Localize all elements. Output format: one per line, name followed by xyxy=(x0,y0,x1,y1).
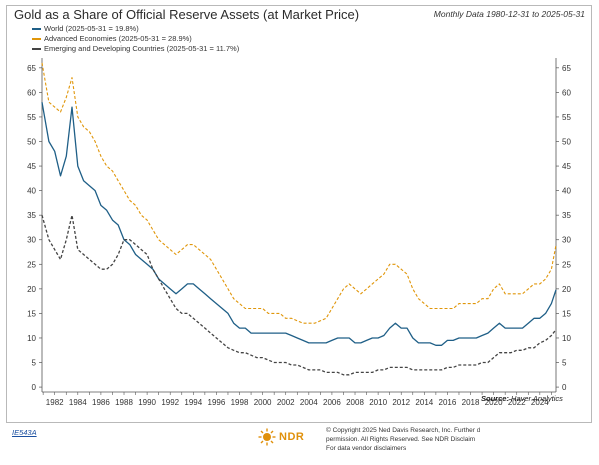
y-tick-label-left: 60 xyxy=(27,88,36,97)
x-tick-label: 2004 xyxy=(300,398,318,407)
legend-item-advanced: Advanced Economies (2025-05-31 = 28.9%) xyxy=(32,34,239,44)
y-tick-label-right: 55 xyxy=(562,113,571,122)
y-tick-label-right: 30 xyxy=(562,236,571,245)
y-tick-label-right: 35 xyxy=(562,211,571,220)
footer-line-3: For data vendor disclaimers xyxy=(326,445,407,452)
chart-frame xyxy=(6,5,592,423)
series-line-emerging xyxy=(41,214,557,376)
y-tick-label-right: 5 xyxy=(562,359,567,368)
x-tick-label: 1988 xyxy=(115,398,133,407)
ndr-logo: NDR xyxy=(258,428,304,446)
y-tick-label-right: 45 xyxy=(562,162,571,171)
y-tick-label-right: 65 xyxy=(562,64,571,73)
y-tick-label-left: 0 xyxy=(32,383,37,392)
y-tick-label-left: 10 xyxy=(27,334,36,343)
legend-item-emerging: Emerging and Developing Countries (2025-… xyxy=(32,44,239,54)
x-tick-label: 1998 xyxy=(231,398,249,407)
y-tick-label-right: 0 xyxy=(562,383,567,392)
y-tick-label-right: 15 xyxy=(562,309,571,318)
legend-label-emerging: Emerging and Developing Countries (2025-… xyxy=(44,44,240,53)
y-tick-label-left: 30 xyxy=(27,236,36,245)
source-prefix: Source: xyxy=(481,394,509,403)
x-tick-label: 1994 xyxy=(184,398,202,407)
legend-label-advanced: Advanced Economies (2025-05-31 = 28.9%) xyxy=(44,34,192,43)
x-tick-label: 1982 xyxy=(46,398,64,407)
y-tick-label-right: 25 xyxy=(562,260,571,269)
legend-swatch-emerging xyxy=(32,48,41,50)
footer-fade-overlay xyxy=(470,424,599,460)
chart-legend: World (2025-05-31 = 19.8%) Advanced Econ… xyxy=(32,24,239,54)
y-tick-label-right: 60 xyxy=(562,88,571,97)
y-tick-label-left: 25 xyxy=(27,260,36,269)
y-tick-label-left: 55 xyxy=(27,113,36,122)
legend-item-world: World (2025-05-31 = 19.8%) xyxy=(32,24,239,34)
x-tick-label: 1986 xyxy=(92,398,110,407)
footer-line-1: © Copyright 2025 Ned Davis Research, Inc… xyxy=(326,427,481,434)
x-tick-label: 2012 xyxy=(392,398,410,407)
y-tick-label-left: 40 xyxy=(27,187,36,196)
series-line-advanced xyxy=(41,62,557,324)
y-tick-label-left: 20 xyxy=(27,285,36,294)
y-tick-label-left: 45 xyxy=(27,162,36,171)
y-tick-label-right: 50 xyxy=(562,138,571,147)
x-tick-label: 2000 xyxy=(254,398,272,407)
chart-code-link[interactable]: IE543A xyxy=(12,428,37,437)
x-tick-label: 2002 xyxy=(277,398,295,407)
series-line-world xyxy=(41,102,557,346)
x-tick-label: 2014 xyxy=(415,398,433,407)
y-tick-label-right: 20 xyxy=(562,285,571,294)
x-tick-label: 2008 xyxy=(346,398,364,407)
x-tick-label: 2018 xyxy=(462,398,480,407)
ndr-logo-text: NDR xyxy=(279,431,305,443)
x-tick-label: 1996 xyxy=(208,398,226,407)
y-tick-label-left: 50 xyxy=(27,138,36,147)
chart-series xyxy=(41,62,557,376)
chart-source: Source: Haver Analytics xyxy=(481,394,563,403)
chart-title: Gold as a Share of Official Reserve Asse… xyxy=(14,7,360,22)
x-tick-label: 2006 xyxy=(323,398,341,407)
x-tick-label: 2022 xyxy=(508,398,526,407)
y-tick-label-right: 40 xyxy=(562,187,571,196)
y-tick-label-right: 10 xyxy=(562,334,571,343)
footer-copyright: © Copyright 2025 Ned Davis Research, Inc… xyxy=(326,426,566,453)
y-tick-label-left: 15 xyxy=(27,309,36,318)
chart-subtitle: Monthly Data 1980-12-31 to 2025-05-31 xyxy=(433,9,585,19)
x-tick-label: 2020 xyxy=(485,398,503,407)
x-tick-label: 1990 xyxy=(138,398,156,407)
legend-swatch-world xyxy=(32,28,41,30)
source-name: Haver Analytics xyxy=(511,394,563,403)
footer-line-2: permission. All Rights Reserved. See NDR… xyxy=(326,436,476,443)
x-tick-label: 2016 xyxy=(439,398,457,407)
y-tick-label-left: 35 xyxy=(27,211,36,220)
x-tick-label: 2024 xyxy=(531,398,549,407)
y-tick-label-left: 5 xyxy=(32,359,37,368)
x-tick-label: 1992 xyxy=(161,398,179,407)
x-tick-label: 2010 xyxy=(369,398,387,407)
y-tick-label-left: 65 xyxy=(27,64,36,73)
ndr-sun-logo-icon xyxy=(258,428,276,446)
x-tick-label: 1984 xyxy=(69,398,87,407)
legend-label-world: World (2025-05-31 = 19.8%) xyxy=(44,24,139,33)
legend-swatch-advanced xyxy=(32,38,41,40)
